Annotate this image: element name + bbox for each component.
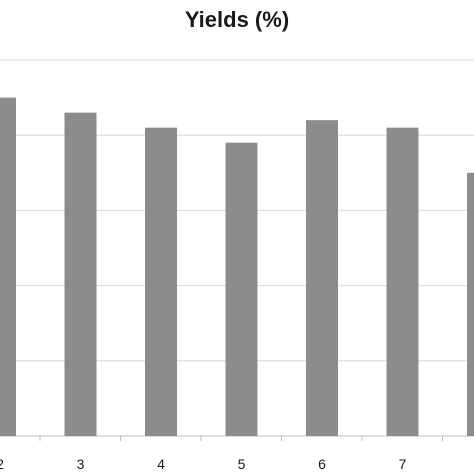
bar (145, 127, 177, 437)
x-tick-label: 7 (399, 456, 407, 472)
x-tick-label: 3 (77, 456, 85, 472)
bar (386, 127, 419, 437)
bar (0, 97, 16, 436)
chart-title: Yields (%) (185, 7, 289, 32)
bars (0, 97, 474, 437)
x-tick-label: 5 (238, 456, 246, 472)
x-axis (39, 436, 443, 441)
x-tick-labels: 2345678 (0, 456, 407, 472)
x-tick-label: 6 (318, 456, 326, 472)
bar (225, 142, 258, 436)
bar (467, 172, 474, 437)
bar (64, 112, 97, 436)
x-tick-label: 4 (157, 456, 165, 472)
bar (306, 120, 338, 436)
x-tick-label: 2 (0, 456, 4, 472)
